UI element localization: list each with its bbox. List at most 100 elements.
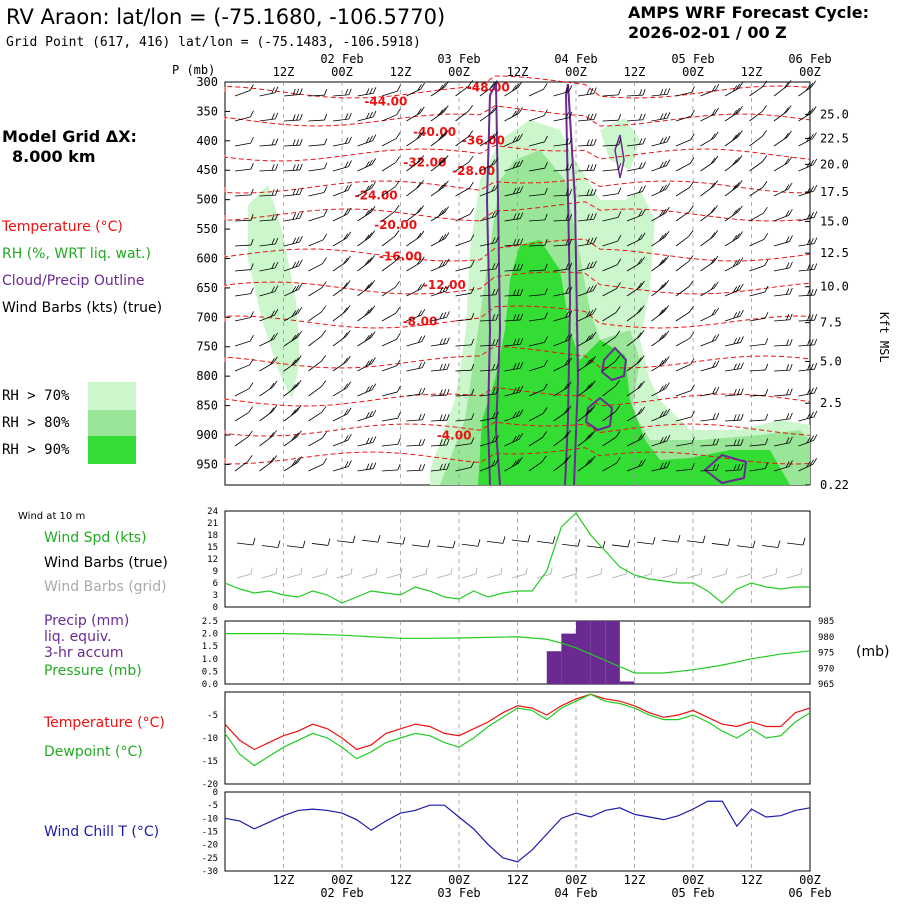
- wind-barb-feather: [690, 384, 695, 391]
- pressure-tick-label: 975: [818, 649, 834, 659]
- wind-barb: [553, 316, 569, 322]
- cloud-outline: [584, 396, 614, 432]
- wind-barb-feather: [665, 206, 670, 214]
- height-tick-label: 17.5: [820, 185, 849, 199]
- wind-barb-feather: [713, 230, 719, 237]
- wind-barb-true-feather: [302, 540, 306, 548]
- wind-barb: [602, 386, 616, 397]
- wind-barb-feather: [658, 360, 664, 367]
- wind-barb-feather: [368, 159, 373, 167]
- wind-barb-feather: [663, 136, 667, 144]
- wind-barb-feather: [615, 306, 621, 313]
- wind-barb-feather: [764, 462, 769, 469]
- wind-barb-feather: [658, 259, 664, 266]
- wind-barb: [455, 369, 472, 372]
- wind-barb-feather: [786, 80, 792, 87]
- wind-barb: [259, 194, 276, 197]
- wind-barb-feather: [712, 361, 716, 368]
- wind-barb-feather: [617, 187, 622, 194]
- wind-barb-feather: [810, 387, 814, 394]
- wind-barb-grid-feather: [350, 567, 353, 575]
- isotherm-line: [224, 105, 811, 127]
- wind-barb: [626, 167, 643, 172]
- wind-barb: [749, 186, 764, 197]
- wind-barb-true-feather: [552, 536, 556, 544]
- wind-barb-feather: [467, 80, 474, 87]
- wind-barb: [259, 338, 275, 347]
- wind-barb-feather: [248, 406, 254, 413]
- wind-barb-feather: [321, 380, 327, 387]
- wind-barb-feather: [712, 464, 716, 471]
- wind-barb-feather: [396, 333, 401, 340]
- wind-barb: [602, 217, 619, 222]
- wind-barb-feather: [516, 362, 520, 369]
- wind-barb-feather: [712, 205, 718, 212]
- wind-barb-grid: [436, 573, 452, 579]
- wind-barb: [308, 192, 325, 197]
- wind-barb-feather: [614, 380, 620, 387]
- time-axes: 12Z 12Z 00Z 00Z 12Z 12Z 00Z 00Z 12Z 12Z 00Z 00Z 12Z 1…: [273, 52, 832, 900]
- wind-barb-feather: [642, 113, 646, 120]
- pressure-tick-label: 500: [196, 193, 218, 207]
- time-tick-bottom: 12Z: [507, 873, 529, 887]
- wind-barb: [259, 118, 276, 122]
- wind-barb: [283, 241, 300, 247]
- wind-barb: [749, 265, 765, 272]
- wind-barb-feather: [418, 388, 422, 395]
- wind-barb-feather: [271, 262, 275, 269]
- wind-barb: [455, 111, 469, 122]
- wind-barb-feather: [511, 84, 517, 92]
- wind-barb-feather: [290, 359, 296, 366]
- wind-speed-line: [224, 512, 810, 604]
- wind-barb-feather: [640, 256, 646, 264]
- wind-barb-feather: [713, 255, 719, 263]
- wind-barb-feather: [512, 162, 517, 169]
- wind-barb: [455, 344, 472, 347]
- wind-barb-feather: [437, 134, 443, 141]
- wind-barb-feather: [737, 205, 743, 213]
- wind-barb: [332, 142, 349, 147]
- wind-barb-feather: [439, 389, 443, 396]
- wind-barb-feather: [520, 238, 524, 245]
- y-tick-label: 0.0: [202, 680, 218, 690]
- wind-barb-grid-feather: [600, 567, 603, 575]
- wind-barb-feather: [439, 287, 444, 294]
- wind-barb: [577, 194, 594, 197]
- wind-barb-feather: [588, 333, 594, 341]
- wind-barb-feather: [789, 261, 793, 269]
- isotherm-label: -36.00: [462, 133, 505, 147]
- wind-barb-feather: [438, 209, 444, 217]
- isotherm-line: [224, 75, 811, 99]
- wind-barb: [626, 94, 643, 97]
- wind-barb: [332, 439, 349, 447]
- wind-barb-feather: [789, 313, 793, 320]
- wind-barb-feather: [739, 283, 744, 290]
- wind-barb: [553, 339, 569, 347]
- wind-barb-feather: [637, 258, 643, 265]
- wind-barb: [234, 269, 251, 272]
- wind-barb-feather: [664, 255, 670, 262]
- wind-barb-feather: [565, 238, 569, 246]
- wind-barb: [724, 342, 741, 347]
- wind-barb-feather: [636, 332, 642, 339]
- isotherm-line: [224, 345, 811, 369]
- wind-barb: [455, 467, 472, 472]
- wind-barb-feather: [786, 130, 792, 138]
- wind-barb: [283, 217, 300, 222]
- wind-barb: [234, 293, 251, 297]
- wind-barb: [430, 394, 447, 397]
- wind-barb: [234, 317, 251, 322]
- wind-barb-feather: [812, 158, 818, 165]
- wind-barb-feather: [343, 409, 349, 416]
- wind-barb: [504, 218, 521, 222]
- wind-barb-feather: [590, 139, 594, 146]
- wind-barb: [406, 314, 422, 322]
- wind-barb: [234, 194, 251, 197]
- wind-barb-feather: [269, 432, 275, 439]
- wind-barb: [234, 116, 251, 122]
- wind-barb: [602, 144, 619, 147]
- wind-barb-feather: [292, 139, 296, 146]
- wind-barb-feather: [344, 435, 349, 442]
- wind-barb-feather: [733, 312, 738, 319]
- isotherm-line: [224, 305, 811, 329]
